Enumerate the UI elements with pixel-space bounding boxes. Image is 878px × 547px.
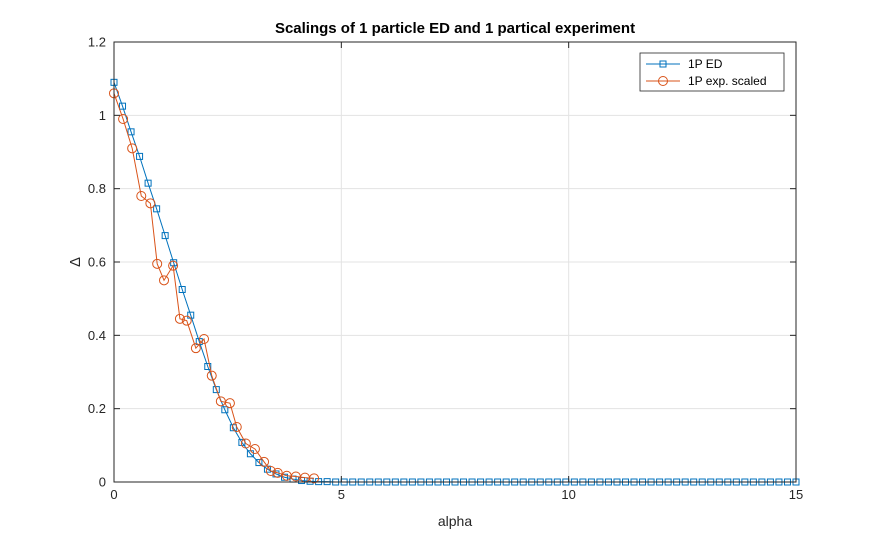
legend-entry-1: 1P ED bbox=[646, 57, 723, 71]
data-point bbox=[144, 179, 152, 187]
chart-title: Scalings of 1 particle ED and 1 partical… bbox=[275, 20, 635, 37]
y-tick-label: 0.8 bbox=[88, 181, 106, 196]
x-tick-label: 5 bbox=[338, 487, 345, 502]
legend-box bbox=[639, 52, 785, 92]
data-point bbox=[174, 313, 185, 324]
legend-swatch-marker bbox=[658, 76, 668, 86]
y-tick-label: 0.2 bbox=[88, 401, 106, 416]
y-tick-label: 1 bbox=[99, 108, 106, 123]
series-line bbox=[113, 93, 315, 479]
data-point bbox=[229, 424, 237, 432]
y-tick-label: 0.6 bbox=[88, 255, 106, 270]
data-point bbox=[159, 275, 170, 286]
data-point bbox=[161, 232, 169, 240]
data-point bbox=[145, 198, 156, 209]
ticks: 0 5 10 15 0 0.2 0.4 0.6 0.8 1 1.2 bbox=[88, 35, 803, 503]
data-point bbox=[152, 258, 163, 269]
legend-label: 1P exp. scaled bbox=[688, 74, 767, 88]
data-point bbox=[240, 438, 251, 449]
series-layer bbox=[109, 78, 800, 486]
y-tick-label: 0.4 bbox=[88, 328, 106, 343]
data-point bbox=[178, 286, 186, 293]
data-point bbox=[212, 386, 220, 394]
data-point bbox=[153, 205, 161, 213]
data-point bbox=[204, 363, 212, 370]
y-tick-label: 0 bbox=[99, 475, 106, 490]
legend-entry-2: 1P exp. scaled bbox=[646, 74, 767, 88]
data-point bbox=[119, 102, 127, 110]
x-tick-label: 10 bbox=[561, 487, 575, 502]
data-point bbox=[231, 422, 242, 432]
data-point bbox=[281, 473, 288, 481]
x-tick-label: 15 bbox=[789, 487, 803, 502]
data-point bbox=[259, 456, 270, 467]
data-point bbox=[181, 315, 192, 326]
data-point bbox=[221, 406, 229, 414]
legend: 1P ED 1P exp. scaled bbox=[639, 52, 785, 92]
y-axis-label: Δ bbox=[67, 257, 84, 267]
data-point bbox=[272, 467, 283, 478]
data-point bbox=[224, 398, 235, 409]
legend-swatch-marker bbox=[659, 60, 667, 68]
data-point bbox=[309, 473, 320, 484]
series-2 bbox=[109, 88, 320, 484]
data-point bbox=[249, 444, 260, 454]
data-point bbox=[255, 459, 263, 467]
data-point bbox=[136, 191, 147, 201]
legend-label: 1P ED bbox=[688, 57, 723, 71]
data-point bbox=[206, 370, 217, 381]
data-point bbox=[127, 128, 135, 136]
legend-entries: 1P ED 1P exp. scaled bbox=[646, 57, 767, 88]
y-tick-label: 1.2 bbox=[88, 35, 106, 50]
data-point bbox=[199, 334, 210, 344]
x-tick-label: 0 bbox=[110, 487, 117, 502]
data-point bbox=[190, 343, 201, 354]
data-point bbox=[168, 260, 179, 271]
data-point bbox=[127, 143, 138, 154]
data-point bbox=[118, 114, 129, 124]
x-axis-label: alpha bbox=[438, 513, 472, 529]
data-point bbox=[136, 152, 144, 160]
data-point bbox=[265, 466, 276, 476]
